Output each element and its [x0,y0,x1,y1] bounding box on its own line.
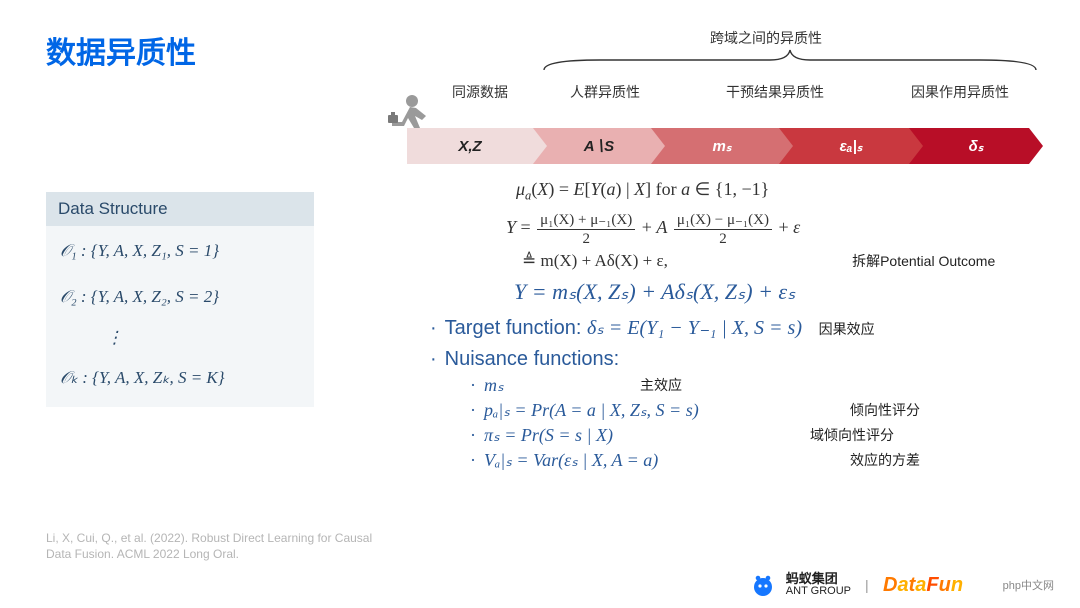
arrow-segment: mₛ [651,128,779,164]
y-decomposition: ≜ m(X) + Aδ(X) + ε, 拆解Potential Outcome [522,251,1050,271]
arrow-segment: δₛ [909,128,1029,164]
ant-logo-text: 蚂蚁集团 ANT GROUP [786,572,851,597]
ds-line: 𝒪ₖ : {Y, A, X, Zₖ, S = K} [46,363,314,393]
data-structure-panel: Data Structure 𝒪₁ : {Y, A, X, Z₁, S = 1}… [46,192,314,407]
arrow-segment: X,Z [407,128,533,164]
bullet-dot: · [470,400,476,420]
arrow-segment-label: A∖S [584,137,614,155]
arrow-segment-label: X,Z [458,138,481,155]
label-homo: 同源数据 [420,82,540,102]
arrow-segment-label: δₛ [969,137,984,155]
arrow-segment: εₐ|ₛ [779,128,909,164]
y-fraction: Y = μ₁(X) + μ₋₁(X)2 + A μ₁(X) − μ₋₁(X)2 … [506,210,1050,248]
nuisance-expr: pₐ|ₛ = Pr(A = a | X, Zₛ, S = s) [484,400,699,420]
phpcn-text: php中文网 [1003,577,1054,593]
nuisance-annotation: 效应的方差 [850,450,920,470]
svg-text:DataFun: DataFun [883,574,963,596]
nuisance-item: · pₐ|ₛ = Pr(A = a | X, Zₛ, S = s) 倾向性评分 [470,400,1050,421]
decomp-annotation: 拆解Potential Outcome [852,251,995,271]
ant-logo-icon [750,572,776,598]
ds-line: 𝒪₂ : {Y, A, X, Z₂, S = 2} [46,282,314,312]
nuisance-expr: Vₐ|ₛ = Var(εₛ | X, A = a) [484,450,658,470]
ds-line: 𝒪₁ : {Y, A, X, Z₁, S = 1} [46,236,314,266]
bullet-dot: · [470,425,476,445]
heterogeneity-arrow: X,Z A∖S mₛ εₐ|ₛ δₛ [407,128,1029,164]
footer: 蚂蚁集团 ANT GROUP | DataFun php中文网 [750,572,1054,598]
target-function-heading: ·Target function: δₛ = E(Y₁ − Y₋₁ | X, S… [430,315,1050,340]
nuisance-item: · Vₐ|ₛ = Var(εₛ | X, A = a) 效应的方差 [470,450,1050,471]
arrow-segment-label: mₛ [713,137,732,155]
datafun-logo-icon: DataFun [883,572,993,598]
arrow-segment: A∖S [533,128,651,164]
nuisance-annotation: 主效应 [640,375,682,395]
nuisance-expr: mₛ [484,375,504,395]
brace-icon [540,48,1040,74]
nuisance-heading: ·Nuisance functions: [430,348,1050,371]
label-pop: 人群异质性 [540,82,670,102]
nuisance-annotation: 倾向性评分 [850,400,920,420]
math-area: μa(X) = E[Y(a) | X] for a ∈ {1, −1} Y = … [430,176,1050,471]
data-structure-header: Data Structure [46,192,314,226]
bullet-dot: · [470,375,476,395]
top-labels-row: 同源数据 人群异质性 干预结果异质性 因果作用异质性 [420,82,1040,102]
nuisance-expr: πₛ = Pr(S = s | X) [484,425,613,445]
mu-definition: μa(X) = E[Y(a) | X] for a ∈ {1, −1} [516,179,1050,204]
cross-domain-label: 跨域之间的异质性 [710,28,822,48]
label-causal: 因果作用异质性 [880,82,1040,102]
label-inter: 干预结果异质性 [670,82,880,102]
bullet-dot: · [470,450,476,470]
footer-separator: | [865,577,869,593]
nuisance-annotation: 域倾向性评分 [810,425,894,445]
y-structural: Y = mₛ(X, Zₛ) + Aδₛ(X, Zₛ) + εₛ [514,279,1050,305]
slide-title: 数据异质性 [46,28,196,72]
citation-text: Li, X, Cui, Q., et al. (2022). Robust Di… [46,530,386,562]
nuisance-list: · mₛ 主效应 · pₐ|ₛ = Pr(A = a | X, Zₛ, S = s) 倾向… [430,375,1050,471]
ds-vdots: ⋮ [46,324,314,351]
arrow-segment-label: εₐ|ₛ [840,137,863,155]
target-annotation: 因果效应 [819,319,875,339]
nuisance-item: · mₛ 主效应 [470,375,1050,396]
nuisance-item: · πₛ = Pr(S = s | X) 域倾向性评分 [470,425,1050,446]
